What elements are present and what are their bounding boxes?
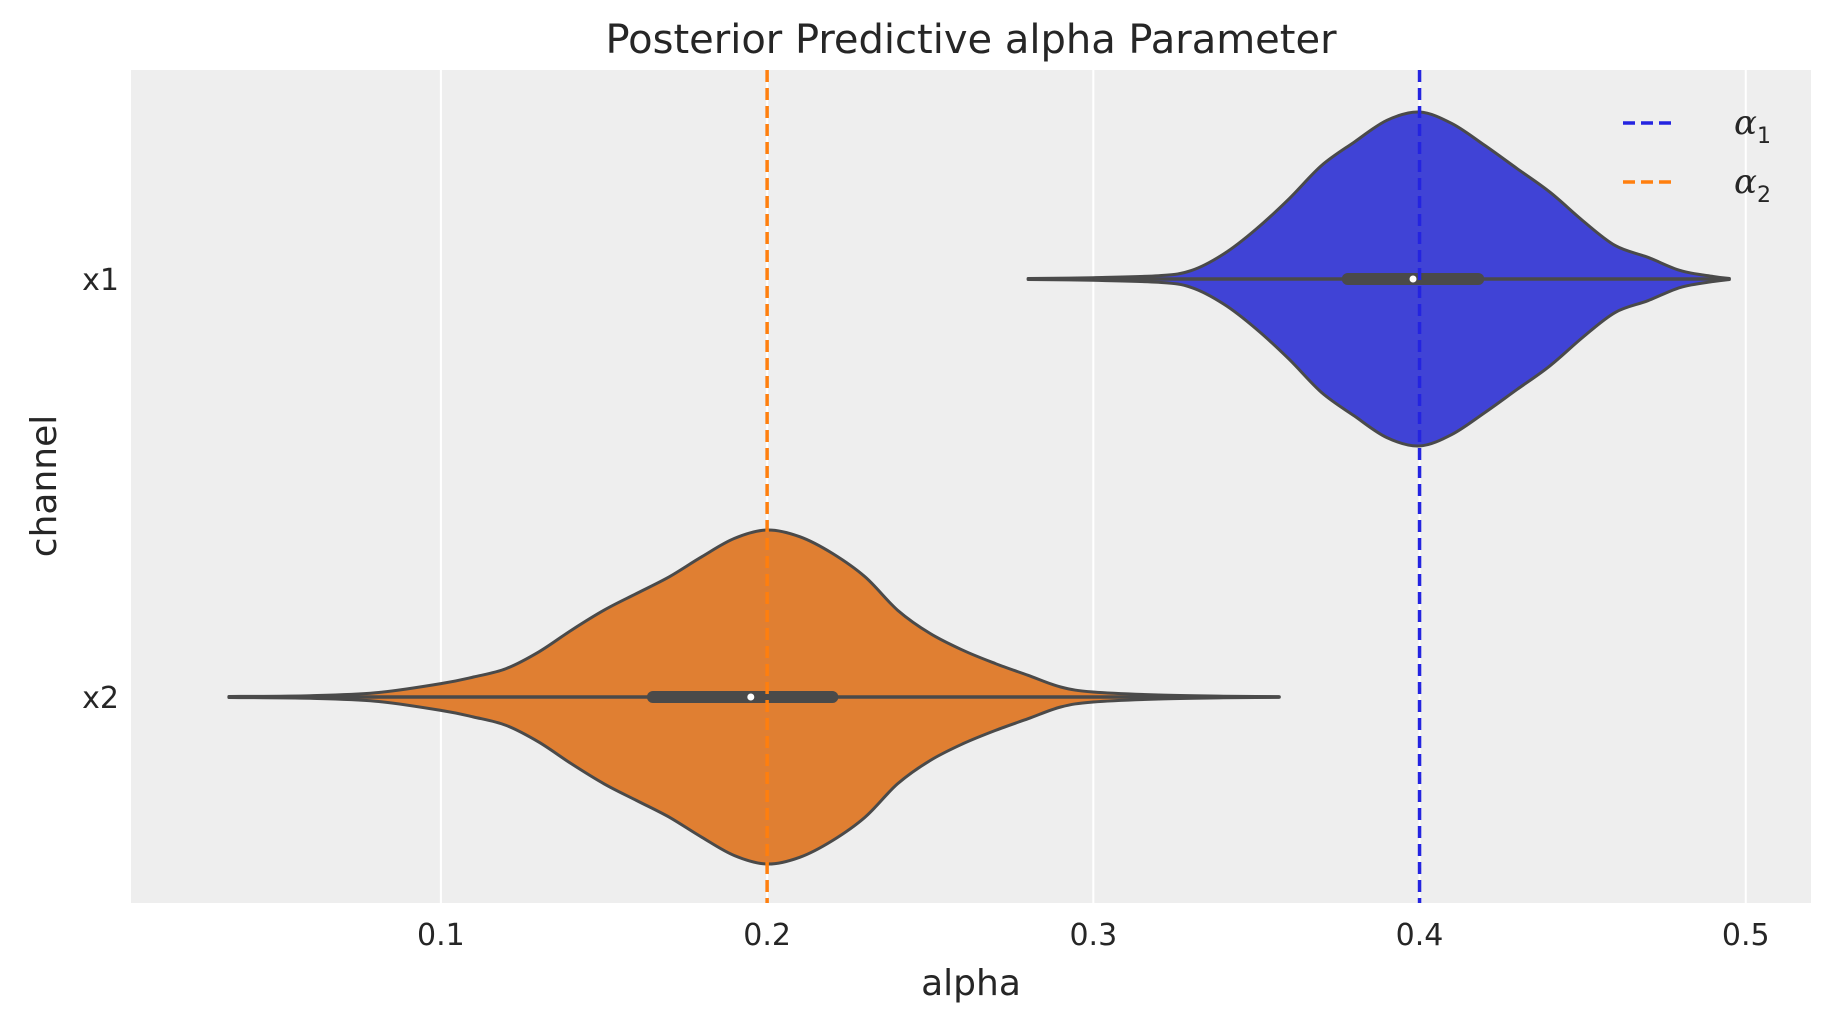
y-tick-labels: x1 x2 (82, 263, 119, 716)
x-tick-labels: 0.1 0.2 0.3 0.4 0.5 (417, 918, 1770, 953)
violin-median-dot-x1 (1409, 275, 1417, 283)
x-tick-label: 0.5 (1722, 918, 1770, 953)
violin-layer (227, 110, 1731, 866)
x-tick-label: 0.4 (1396, 918, 1444, 953)
legend-label-alpha-2: α2 (1734, 162, 1771, 208)
legend-symbol: α (1734, 162, 1757, 202)
y-tick-label: x2 (82, 681, 119, 716)
legend-subscript: 1 (1757, 124, 1771, 149)
violin-median-dot-x2 (747, 693, 755, 701)
x-tick-label: 0.3 (1069, 918, 1117, 953)
legend-subscript: 2 (1757, 183, 1771, 208)
x-axis-label: alpha (921, 963, 1021, 1004)
x-tick-label: 0.2 (743, 918, 791, 953)
reference-line-layer (765, 70, 1422, 903)
y-axis-label: channel (24, 415, 65, 557)
y-tick-label: x1 (82, 263, 119, 298)
chart-title: Posterior Predictive alpha Parameter (605, 17, 1337, 63)
plot-area (131, 70, 1811, 903)
x-tick-label: 0.1 (417, 918, 465, 953)
legend-label-alpha-1: α1 (1734, 103, 1771, 149)
legend-symbol: α (1734, 103, 1757, 143)
